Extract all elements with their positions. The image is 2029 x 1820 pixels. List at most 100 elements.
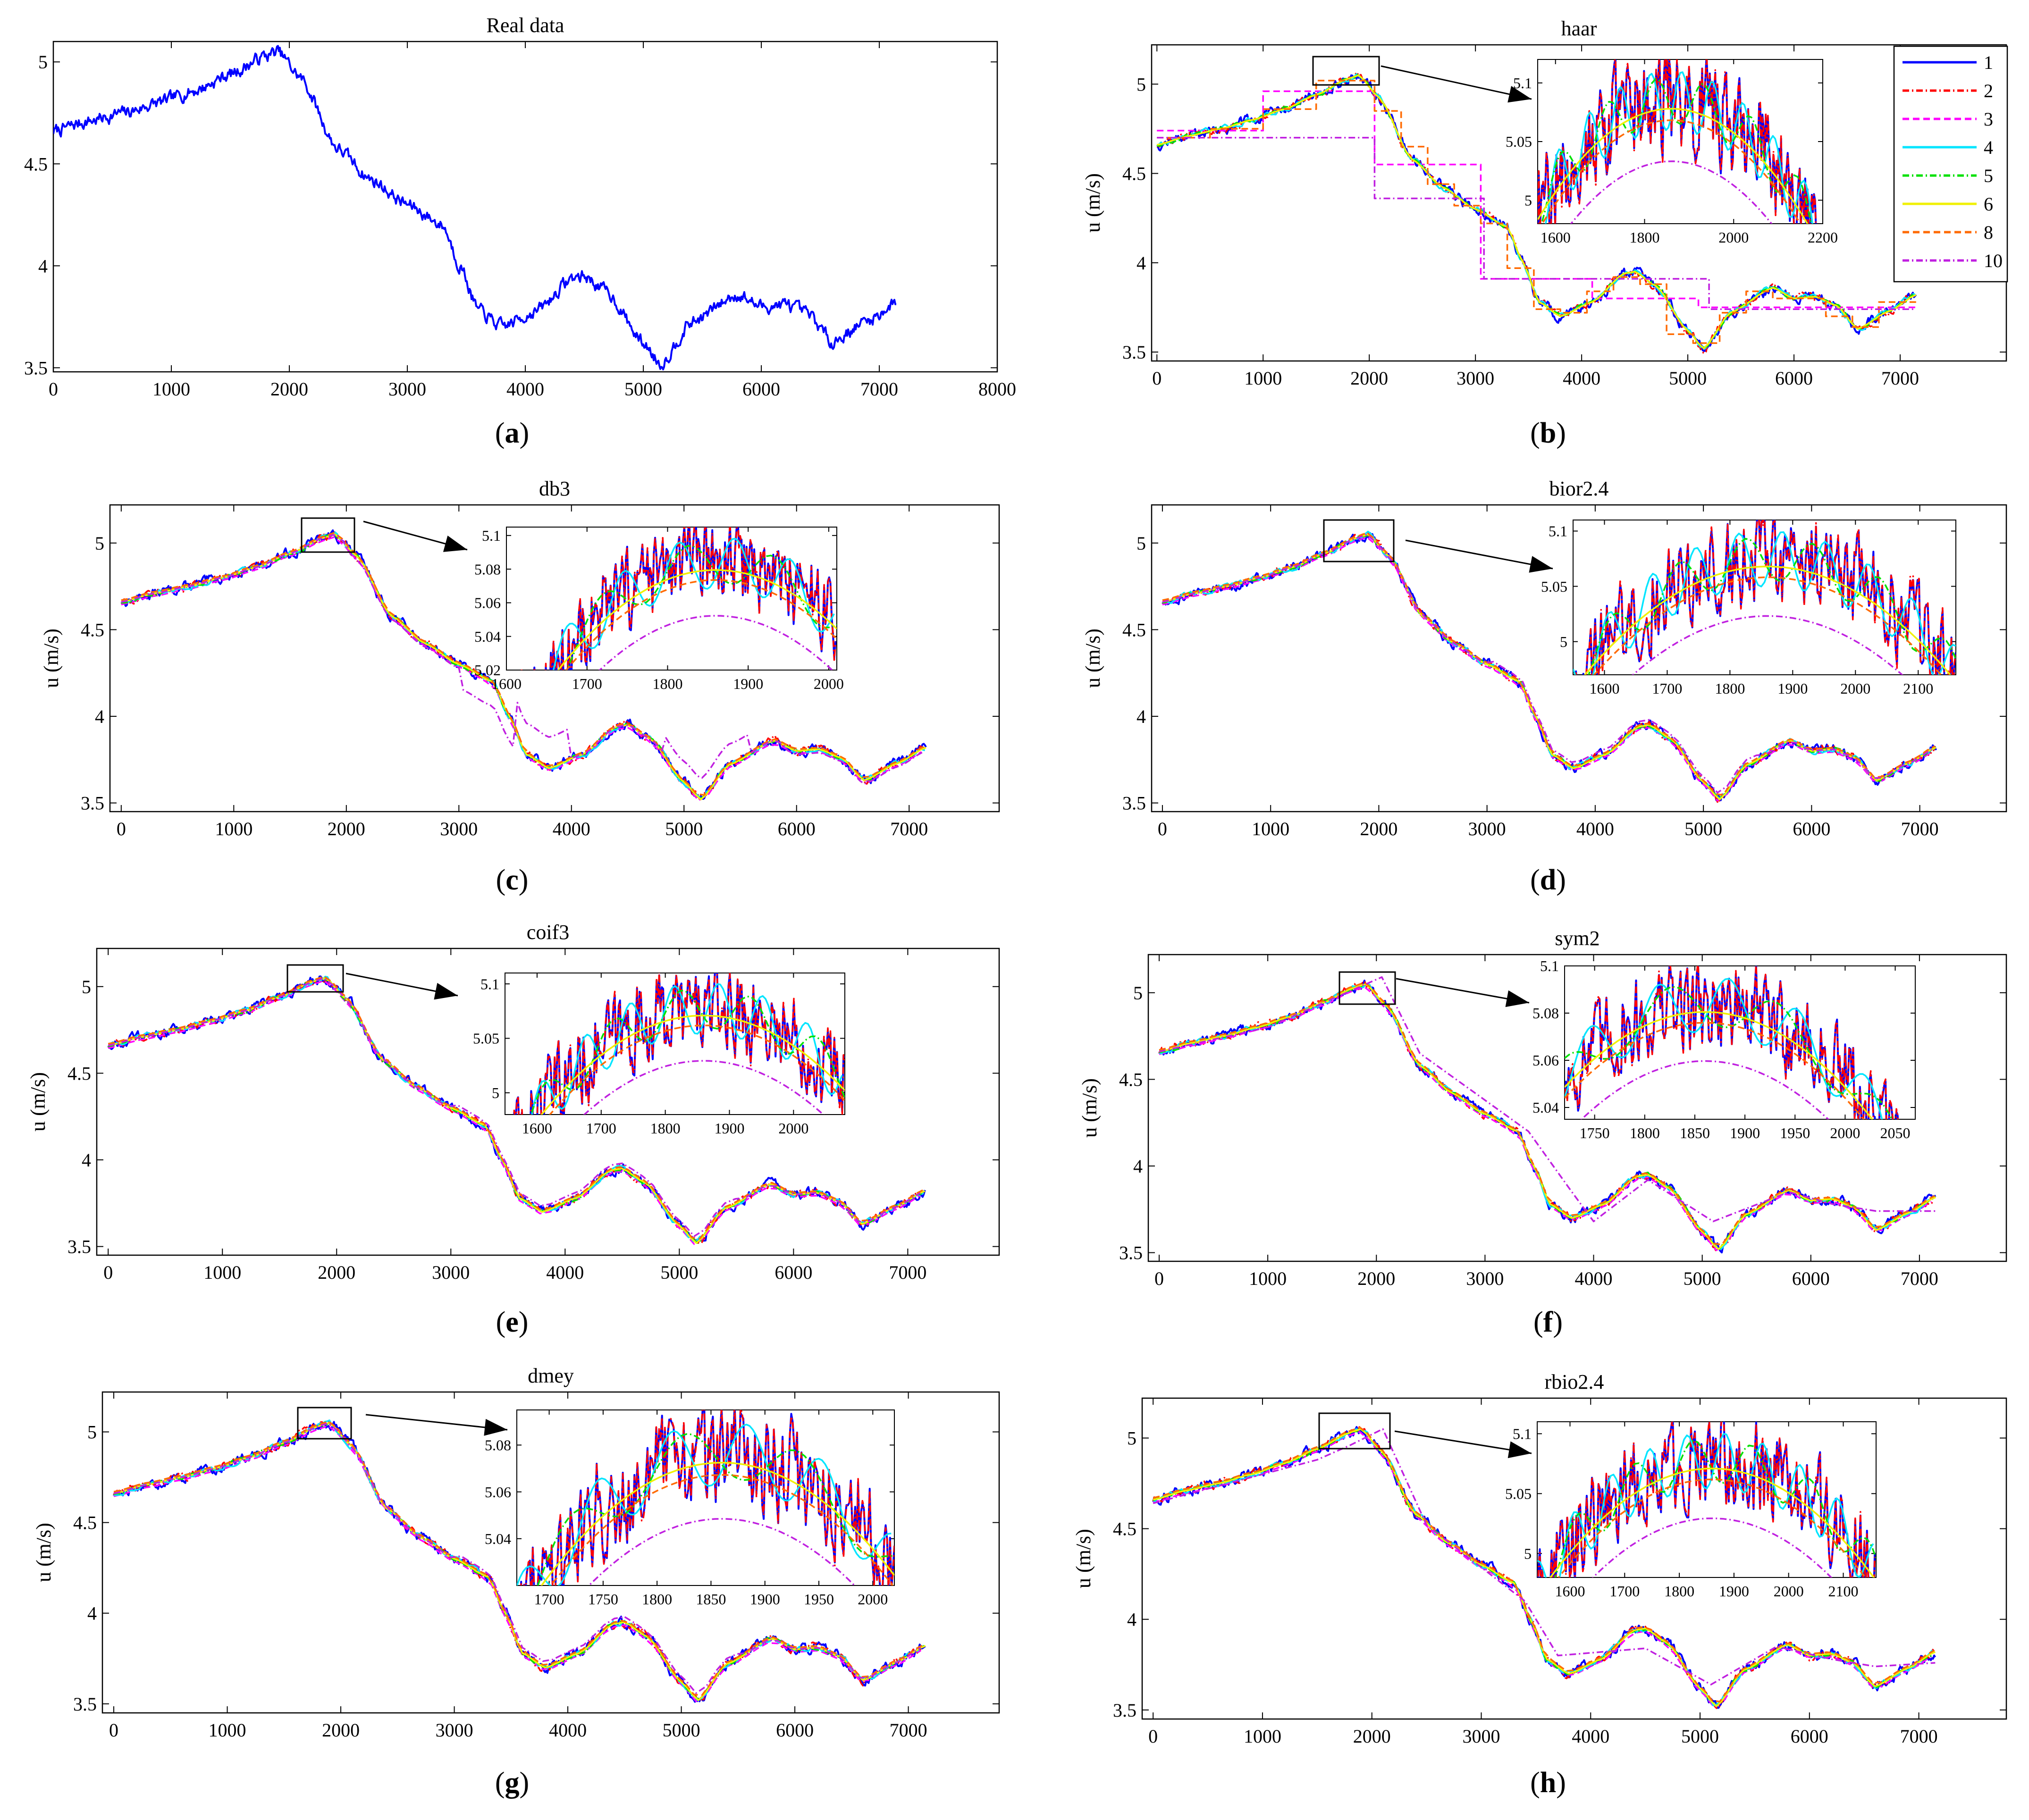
- x-tick-label: 1850: [696, 1591, 726, 1608]
- x-tick-label: 3000: [440, 818, 478, 839]
- y-tick-label: 5: [1524, 1545, 1532, 1562]
- x-tick-label: 0: [117, 818, 126, 839]
- inset-series-line-4: [531, 983, 843, 1115]
- x-tick-label: 3000: [1462, 1726, 1500, 1747]
- y-axis-label: u (m/s): [40, 629, 63, 688]
- series-group: [107, 975, 926, 1245]
- x-tick-label: 6000: [775, 1262, 812, 1283]
- y-tick-label: 5: [95, 533, 104, 554]
- y-tick-label: 5.06: [485, 1484, 511, 1501]
- panel-label-letter: g: [505, 1767, 520, 1799]
- y-tick-label: 5.04: [474, 628, 501, 645]
- inset-panel: 1600 1700 1800 1900 2000 5.02 5.04 5.06 5.08 5.1: [474, 527, 844, 692]
- panel-label-paren: (: [496, 1306, 506, 1338]
- y-tick-label: 5.05: [1541, 578, 1567, 595]
- x-tick-label: 2000: [778, 1120, 808, 1137]
- x-tick-label: 1000: [1244, 1726, 1281, 1747]
- x-tick-label: 4000: [506, 378, 544, 400]
- y-axis-label: u (m/s): [1081, 629, 1104, 688]
- x-tick-label: 6000: [1775, 368, 1813, 389]
- chart-panel-g: dmey (g) 0 1000 2000 3000 4000 5000 6000 7000 3.5 4…: [32, 1364, 1000, 1799]
- x-tick-label: 1700: [534, 1591, 564, 1608]
- y-tick-label: 4: [82, 1149, 91, 1171]
- y-tick-label: 5.06: [474, 595, 501, 612]
- series-line-8: [121, 532, 926, 796]
- x-tick-label: 0: [49, 378, 58, 400]
- chart-title: coif3: [527, 921, 569, 944]
- series-line-8: [113, 1420, 925, 1696]
- x-tick-label: 4000: [1576, 818, 1614, 839]
- inset-panel: 1600 1700 1800 1900 2000 5 5.05 5.1: [473, 973, 845, 1137]
- inset-series-line-4: [1537, 1433, 1874, 1577]
- inset-series-line-5: [1565, 986, 1893, 1119]
- chart-title: db3: [539, 477, 570, 500]
- y-tick-label: 3.5: [81, 793, 104, 814]
- y-axis-label: u (m/s): [1072, 1529, 1095, 1588]
- x-tick-label: 0: [109, 1719, 118, 1741]
- series-line-3: [108, 980, 921, 1245]
- legend-label: 5: [1984, 165, 1993, 186]
- x-tick-label: 2000: [1840, 680, 1870, 697]
- inset-series-line-5: [565, 545, 837, 670]
- legend: 1 2 3 4 5 6 8 10: [1893, 45, 2008, 283]
- x-tick-label: 1950: [804, 1591, 834, 1608]
- inset-series-group: [1537, 1422, 1876, 1577]
- x-tick-label: 5000: [1681, 1726, 1719, 1747]
- x-tick-label: 6000: [778, 818, 816, 839]
- chart-title: rbio2.4: [1545, 1370, 1604, 1393]
- x-tick-label: 3000: [388, 378, 426, 400]
- y-tick-label: 5.1: [1549, 523, 1567, 540]
- x-tick-label: 1000: [152, 378, 190, 400]
- panel-label-paren: ): [1556, 417, 1566, 449]
- series-line-real-data: [53, 45, 897, 370]
- x-tick-label: 7000: [1881, 368, 1919, 389]
- y-tick-label: 5.1: [482, 527, 501, 544]
- y-tick-label: 5.08: [1532, 1005, 1559, 1022]
- zoom-box: [1318, 1412, 1391, 1450]
- inset-series-line-2: [520, 1410, 894, 1585]
- panel-label-paren: ): [1553, 1306, 1563, 1338]
- chart-panel-h: rbio2.4 (h) 0 1000 2000 3000 4000 5000 6000 7000 3…: [1072, 1370, 2007, 1799]
- inset-series-line-8: [1558, 1478, 1867, 1577]
- series-line-8: [1153, 1426, 1935, 1703]
- inset-series-line-5: [530, 990, 845, 1115]
- y-tick-label: 3.5: [1122, 793, 1146, 814]
- legend-label: 4: [1984, 137, 1993, 158]
- y-axis-label: u (m/s): [1078, 1078, 1101, 1138]
- legend-label: 3: [1984, 109, 1993, 130]
- panel-label: (h): [1530, 1767, 1566, 1799]
- y-tick-label: 5.08: [485, 1437, 511, 1454]
- y-tick-label: 5: [1524, 192, 1532, 209]
- series-line-10: [1162, 534, 1932, 794]
- inset-series-line-6: [540, 1461, 894, 1585]
- x-tick-label: 3000: [1466, 1268, 1504, 1289]
- y-tick-label: 3.5: [73, 1694, 97, 1715]
- inset-series-line-2: [1537, 1422, 1876, 1577]
- x-tick-label: 1000: [209, 1719, 246, 1741]
- x-tick-label: 2000: [318, 1262, 355, 1283]
- x-tick-label: 2000: [1830, 1124, 1860, 1141]
- zoom-arrow: [1405, 539, 1553, 570]
- panel-label-paren: ): [520, 417, 530, 449]
- legend-label: 10: [1984, 250, 2003, 271]
- x-tick-label: 7000: [860, 378, 898, 400]
- x-tick-label: 7000: [1900, 1726, 1938, 1747]
- x-tick-label: 3000: [432, 1262, 470, 1283]
- inset-frame: [1564, 965, 1916, 1120]
- inset-series-line-6: [540, 1015, 845, 1115]
- series-line-10: [1153, 1428, 1936, 1686]
- chart-panel-d: bior2.4 (d) 0 1000 2000 3000 4000 5000 6000 7000 3…: [1081, 477, 2007, 896]
- x-tick-label: 1000: [215, 818, 253, 839]
- y-tick-label: 4.5: [81, 619, 104, 640]
- legend-label: 6: [1984, 193, 1993, 215]
- x-tick-label: 2000: [1360, 818, 1398, 839]
- x-tick-label: 1800: [652, 675, 682, 692]
- inset-series-line-10: [1591, 1517, 1833, 1577]
- panel-label: (c): [496, 864, 529, 896]
- inset-series-line-8: [1593, 576, 1942, 675]
- series-line-10: [1159, 976, 1936, 1223]
- y-tick-label: 5: [87, 1422, 97, 1443]
- inset-series-line-8: [548, 1024, 845, 1115]
- inset-series-line-10: [583, 1060, 825, 1115]
